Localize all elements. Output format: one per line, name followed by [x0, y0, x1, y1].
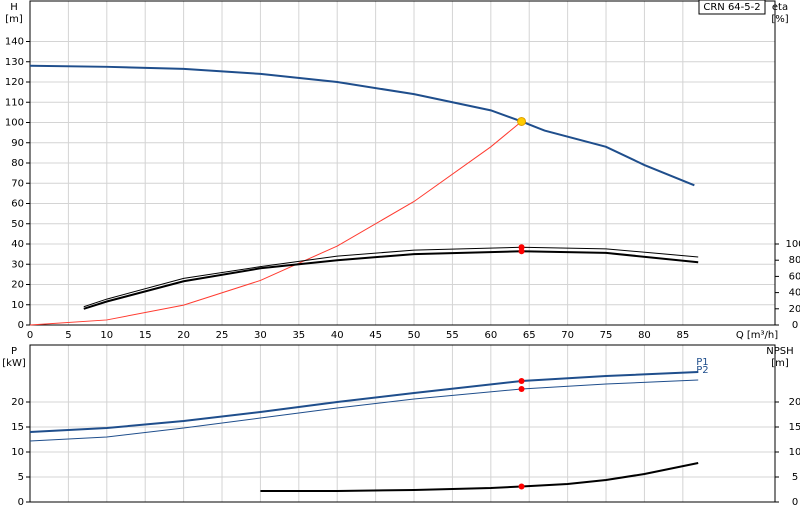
y-tick-label: 50 — [11, 219, 24, 230]
y-tick-label: 130 — [5, 57, 24, 68]
x-tick-label: 60 — [484, 330, 497, 341]
operating-point — [518, 248, 525, 255]
y-tick-label: 110 — [5, 97, 24, 108]
y-tick-label: 90 — [11, 138, 24, 149]
y-tick-label: 120 — [5, 77, 24, 88]
x-tick-label: 0 — [27, 330, 33, 341]
y-axis-label: [kW] — [2, 358, 26, 369]
operating-point — [518, 483, 525, 490]
x-tick-label: 55 — [446, 330, 459, 341]
chart-title: CRN 64-5-2 — [703, 2, 760, 13]
y2-tick-label: 0 — [792, 497, 798, 508]
series-label: P2 — [696, 365, 708, 376]
y-tick-label: 80 — [11, 158, 24, 169]
series-line — [83, 246, 699, 308]
y2-tick-label: 20 — [789, 304, 800, 315]
y2-tick-label: 0 — [792, 320, 798, 331]
x-tick-label: 35 — [292, 330, 305, 341]
x-tick-label: 5 — [65, 330, 71, 341]
series-line — [29, 379, 699, 442]
y-tick-label: 5 — [18, 472, 24, 483]
y-tick-label: 15 — [11, 422, 24, 433]
y-axis-label: P — [11, 346, 17, 357]
series-label: P1 — [696, 357, 708, 368]
y2-tick-label: 60 — [789, 271, 800, 282]
y2-axis-label: [%] — [771, 14, 788, 25]
y-tick-label: 30 — [11, 259, 24, 270]
y-tick-label: 0 — [18, 497, 24, 508]
plot-frame — [29, 344, 776, 503]
y-tick-label: 20 — [11, 397, 24, 408]
y-tick-label: 100 — [5, 118, 24, 129]
x-tick-label: 10 — [100, 330, 113, 341]
operating-point — [518, 378, 525, 384]
operating-point — [517, 116, 527, 126]
y-tick-label: 40 — [11, 239, 24, 250]
x-tick-label: 80 — [638, 330, 651, 341]
plot-frame — [29, 0, 776, 326]
series-line — [29, 64, 695, 187]
title-box — [698, 0, 766, 15]
y2-axis-label: NPSH — [766, 346, 793, 357]
series-line — [29, 121, 522, 326]
y2-axis-label: [m] — [771, 358, 789, 369]
y-tick-label: 60 — [11, 199, 24, 210]
y2-tick-label: 40 — [789, 288, 800, 299]
x-tick-label: 50 — [408, 330, 421, 341]
y2-tick-label: 10 — [789, 447, 800, 458]
y-tick-label: 140 — [5, 37, 24, 48]
y2-axis-label: eta — [772, 2, 788, 13]
x-tick-label: 70 — [561, 330, 574, 341]
x-tick-label: 15 — [139, 330, 152, 341]
y-axis-label: H — [10, 2, 18, 13]
y-axis-label: [m] — [5, 14, 23, 25]
y2-tick-label: 100 — [785, 239, 800, 250]
x-tick-label: 30 — [254, 330, 267, 341]
y2-tick-label: 5 — [792, 472, 798, 483]
y2-tick-label: 15 — [789, 422, 800, 433]
x-tick-label: 65 — [523, 330, 536, 341]
y-tick-label: 10 — [11, 300, 24, 311]
series-line — [29, 371, 699, 433]
x-axis-label: Q [m³/h] — [736, 330, 778, 341]
y2-tick-label: 20 — [789, 397, 800, 408]
y-tick-label: 70 — [11, 178, 24, 189]
x-tick-label: 25 — [216, 330, 229, 341]
y-tick-label: 10 — [11, 447, 24, 458]
y-tick-label: 20 — [11, 280, 24, 291]
series-line — [83, 250, 699, 310]
x-tick-label: 45 — [369, 330, 382, 341]
x-tick-label: 75 — [600, 330, 613, 341]
x-tick-label: 85 — [676, 330, 689, 341]
x-tick-label: 40 — [331, 330, 344, 341]
x-tick-label: 20 — [177, 330, 190, 341]
y-tick-label: 0 — [18, 320, 24, 331]
operating-point — [518, 386, 525, 392]
y2-tick-label: 80 — [789, 255, 800, 266]
